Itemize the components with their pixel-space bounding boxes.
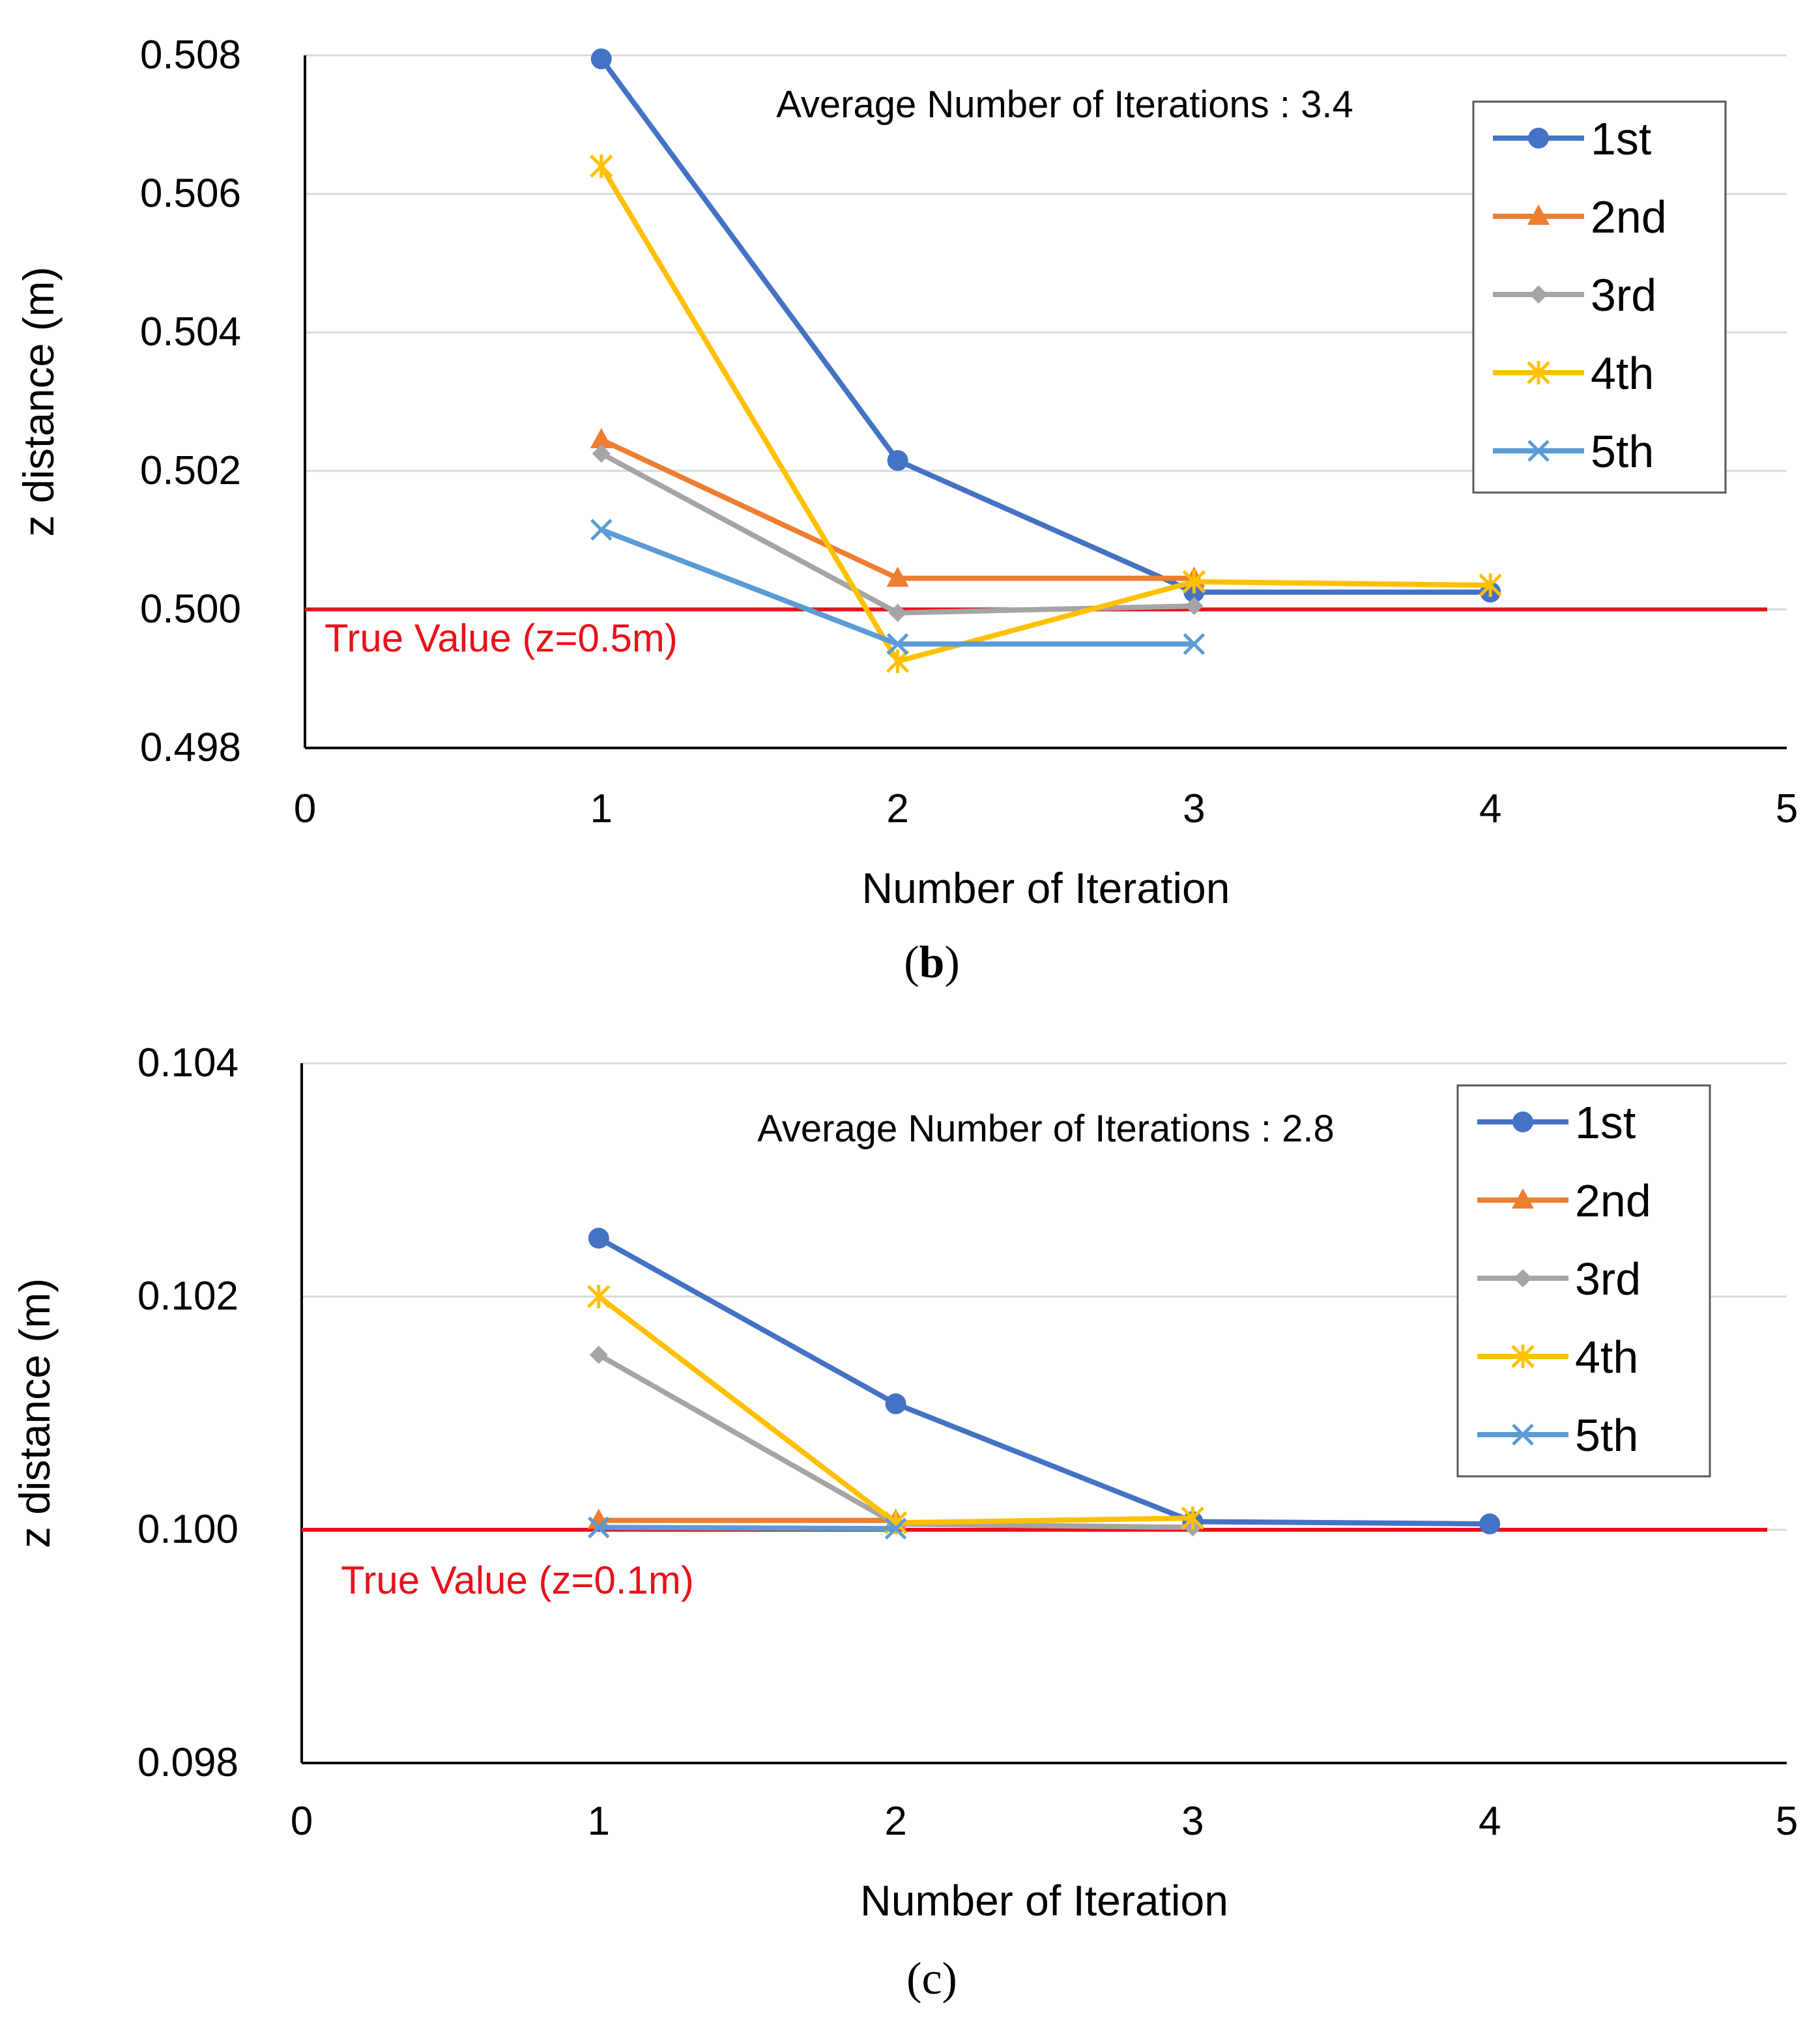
legend-marker-2nd [1512, 1188, 1534, 1209]
legend: 1st 2nd 3rd 4th 5th [1456, 1084, 1711, 1478]
data-point-5th [886, 633, 909, 655]
chart-panel-c: 0.104 0.102 0.100 0.098 0 1 2 3 4 5 True Value (z=… [10, 1040, 1798, 2004]
panel-caption: (c) [906, 1954, 957, 2004]
series-line-1st [596, 1235, 1493, 1527]
y-tick-label: 0.500 [140, 586, 241, 631]
data-point-1st [1479, 1513, 1501, 1535]
data-point-1st [590, 48, 612, 70]
y-tick-label: 0.498 [140, 725, 241, 770]
caption-open: ( [904, 938, 919, 988]
x-tick-label: 2 [886, 786, 908, 831]
data-point-1st [885, 1393, 906, 1414]
legend-marker-1st [1512, 1111, 1533, 1132]
caption-close: ) [944, 938, 959, 988]
average-iterations-annotation: Average Number of Iterations : 2.8 [757, 1108, 1335, 1150]
legend-marker-1st [1528, 128, 1549, 149]
x-tick-label: 5 [1776, 1799, 1798, 1844]
legend-label-4th: 4th [1591, 348, 1654, 399]
data-point-1st [588, 1227, 609, 1249]
legend-label-2nd: 2nd [1591, 192, 1667, 242]
x-tick-label: 3 [1183, 786, 1205, 831]
caption-letter: b [919, 938, 945, 988]
data-point-3rd [589, 1345, 608, 1364]
data-point-5th [588, 1516, 610, 1539]
x-tick-label: 4 [1479, 1799, 1501, 1844]
caption-open: ( [906, 1954, 921, 2004]
series-line-5th [596, 1525, 899, 1532]
series-line-4th [598, 164, 1494, 665]
y-tick-label: 0.102 [137, 1274, 238, 1319]
data-point-3rd [592, 444, 611, 463]
true-value-label: True Value (z=0.1m) [341, 1558, 694, 1602]
x-tick-label: 5 [1776, 786, 1798, 831]
data-point-5th [884, 1517, 907, 1540]
data-point-3rd [888, 603, 907, 622]
x-tick-label: 2 [884, 1799, 906, 1844]
series-line-5th [598, 527, 1197, 647]
y-tick-label: 0.098 [137, 1740, 238, 1785]
legend-marker-3rd [1514, 1269, 1532, 1287]
series-line-3rd [596, 1352, 1196, 1530]
x-axis-title: Number of Iteration [860, 1876, 1228, 1925]
legend-label-3rd: 3rd [1591, 270, 1656, 321]
panel-caption: (b) [904, 938, 960, 988]
data-point-3rd [1185, 597, 1204, 616]
legend-label-1st: 1st [1575, 1097, 1636, 1148]
series-line-3rd [598, 451, 1197, 616]
data-point-4th [1182, 569, 1206, 594]
legend-marker-5th [1512, 1424, 1534, 1446]
legend-label-5th: 5th [1575, 1410, 1638, 1461]
series-line-1st [598, 56, 1494, 595]
x-tick-label: 1 [590, 786, 613, 831]
data-point-5th [590, 519, 613, 541]
legend: 1st 2nd 3rd 4th 5th [1472, 100, 1727, 494]
y-tick-label: 0.104 [137, 1040, 238, 1085]
legend-marker-4th [1511, 1345, 1535, 1368]
data-point-1st [887, 450, 908, 471]
caption-close: ) [942, 1954, 957, 2004]
y-tick-label: 0.100 [137, 1507, 238, 1552]
legend-marker-2nd [1527, 205, 1550, 225]
x-tick-label: 0 [291, 1799, 313, 1844]
data-point-4th [1479, 573, 1502, 597]
y-tick-label: 0.508 [140, 33, 241, 78]
data-point-2nd [886, 566, 909, 587]
legend-marker-3rd [1529, 285, 1548, 304]
legend-label-4th: 4th [1575, 1332, 1638, 1383]
legend-label-1st: 1st [1591, 113, 1651, 164]
y-tick-label: 0.502 [140, 448, 241, 493]
data-point-4th [590, 154, 613, 179]
legend-marker-5th [1527, 440, 1550, 462]
true-value-label: True Value (z=0.5m) [325, 616, 678, 660]
x-axis-title: Number of Iteration [862, 864, 1230, 912]
y-axis-title: z distance (m) [10, 1278, 59, 1548]
data-point-4th [1181, 1506, 1205, 1530]
x-tick-label: 3 [1181, 1799, 1204, 1844]
data-point-4th [587, 1285, 611, 1308]
legend-marker-4th [1527, 361, 1550, 384]
chart-panel-b: 0.508 0.506 0.504 0.502 0.500 0.498 0 1 2 3 4 5 True… [14, 33, 1798, 988]
x-tick-label: 0 [294, 786, 316, 831]
y-axis-title: z distance (m) [14, 266, 63, 536]
x-tick-label: 1 [588, 1799, 610, 1844]
y-tick-label: 0.506 [140, 171, 241, 216]
legend-label-2nd: 2nd [1575, 1175, 1651, 1226]
caption-letter: c [921, 1954, 942, 2004]
legend-label-5th: 5th [1591, 426, 1654, 477]
x-tick-label: 4 [1479, 786, 1501, 831]
data-point-2nd [590, 427, 613, 448]
data-point-4th [886, 650, 910, 674]
y-tick-label: 0.504 [140, 309, 241, 354]
legend-label-3rd: 3rd [1575, 1254, 1641, 1304]
data-point-5th [1183, 633, 1206, 655]
average-iterations-annotation: Average Number of Iterations : 3.4 [776, 83, 1353, 126]
